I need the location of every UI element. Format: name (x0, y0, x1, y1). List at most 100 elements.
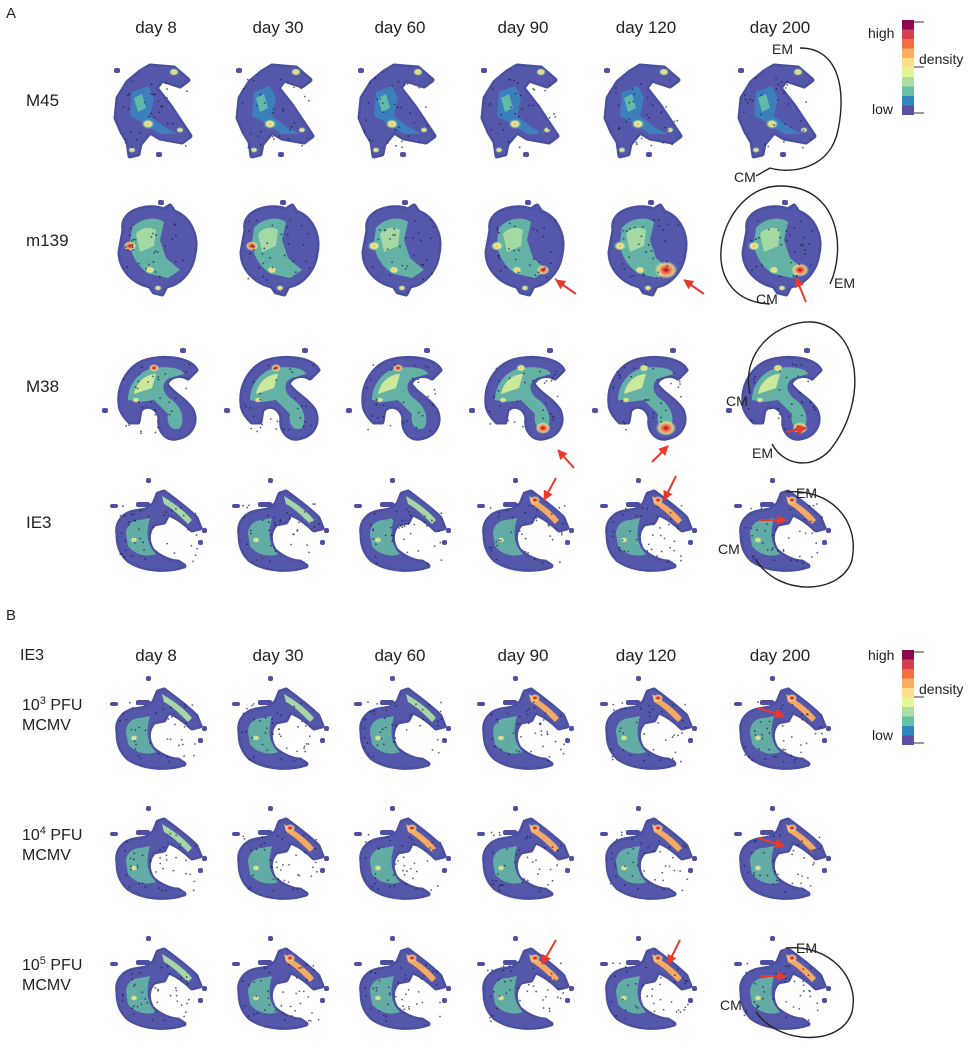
day-header: day 90 (497, 646, 548, 665)
legend-swatch (902, 688, 914, 698)
row-label-virus: MCMV (22, 977, 71, 994)
subset-bracket (747, 321, 856, 464)
legend-title-b: density (919, 681, 963, 697)
dose-exponent: 3 (40, 695, 46, 707)
density-plot (354, 676, 451, 770)
row-label: M45 (26, 91, 59, 110)
density-plot (110, 478, 207, 572)
highlight-arrow (667, 939, 681, 965)
highlight-arrow (543, 477, 557, 501)
density-plot (600, 806, 697, 900)
dose-unit: PFU (46, 957, 82, 974)
density-plot (477, 478, 574, 572)
day-header: day 30 (252, 646, 303, 665)
dose-exponent: 5 (40, 955, 46, 967)
subset-bracket (755, 947, 854, 1039)
density-plot (110, 806, 207, 900)
legend-high-label-b: high (868, 647, 894, 663)
density-plot (102, 348, 199, 441)
density-plot (232, 936, 329, 1030)
density-plot (110, 676, 207, 770)
density-plot (726, 348, 823, 441)
density-plot (235, 63, 315, 159)
legend-swatch (902, 77, 914, 87)
row-label-virus: MCMV (22, 847, 71, 864)
density-plot (354, 936, 451, 1030)
legend-swatch (902, 96, 914, 106)
legend-swatch (902, 29, 914, 39)
legend-swatch (902, 20, 914, 30)
density-plot (232, 676, 329, 770)
density-plot (592, 348, 689, 441)
density-plot (354, 478, 451, 572)
legend-swatch (902, 697, 914, 707)
panel-b-density-plots (110, 676, 831, 1030)
legend-colorbar (902, 20, 924, 115)
row-label-dose: 103 PFU (22, 695, 82, 714)
legend-swatch (902, 58, 914, 68)
day-header: day 8 (135, 646, 177, 665)
panel-b-label: B (6, 607, 16, 624)
density-plot (734, 806, 831, 900)
density-plot (477, 936, 574, 1030)
density-plot (469, 348, 566, 441)
highlight-arrow (785, 424, 807, 435)
density-plot (232, 806, 329, 900)
density-plot (480, 63, 560, 159)
legend-swatch (902, 707, 914, 717)
row-label-virus: MCMV (22, 717, 71, 734)
legend-swatch (902, 716, 914, 726)
density-plot (741, 200, 822, 297)
density-plot (110, 936, 207, 1030)
row-label: m139 (26, 231, 69, 250)
highlight-arrow (757, 707, 785, 719)
day-header: day 200 (750, 646, 811, 665)
density-plot (232, 478, 329, 572)
dose-base: 10 (22, 697, 40, 714)
legend-low-label-b: low (872, 727, 894, 743)
highlight-arrow (663, 475, 677, 501)
row-label: M38 (26, 377, 59, 396)
row-label: IE3 (26, 513, 52, 532)
panel-b-legend: high density low (868, 647, 963, 745)
legend-swatch (902, 726, 914, 736)
panel-b-day-headers: day 8 day 30 day 60 day 90 day 120 day 200 (135, 646, 810, 665)
legend-high-label: high (868, 25, 894, 41)
highlight-arrow (757, 837, 785, 849)
panel-b-corner-label: IE3 (20, 647, 44, 664)
density-plot (346, 348, 443, 441)
legend-swatch (902, 659, 914, 669)
density-plot (354, 806, 451, 900)
day-header: day 60 (374, 18, 425, 37)
density-plot (734, 478, 831, 572)
cm-label: CM (720, 997, 742, 1013)
row-label-dose: 104 PFU (22, 825, 82, 844)
em-label: EM (796, 940, 817, 956)
day-header: day 200 (750, 18, 811, 37)
cm-label: CM (734, 169, 756, 185)
em-label: EM (796, 485, 817, 501)
legend-swatch (902, 67, 914, 77)
dose-unit: PFU (46, 697, 82, 714)
highlight-arrow (651, 445, 669, 463)
panel-a-day-headers: day 8 day 30 day 60 day 90 day 120 day 200 (135, 18, 810, 37)
density-plot (357, 63, 437, 159)
subset-bracket (720, 185, 839, 305)
legend-swatch (902, 48, 914, 58)
legend-swatch (902, 39, 914, 49)
highlight-arrow (683, 279, 705, 295)
cm-label: CM (726, 393, 748, 409)
highlight-arrow (557, 449, 575, 469)
panel-a-density-plots (102, 63, 831, 572)
dose-base: 10 (22, 957, 40, 974)
day-header: day 120 (616, 18, 677, 37)
highlight-arrow (794, 277, 807, 303)
dose-unit: PFU (46, 827, 82, 844)
dose-base: 10 (22, 827, 40, 844)
day-header: day 90 (497, 18, 548, 37)
legend-swatch (902, 650, 914, 660)
legend-swatch (902, 735, 914, 745)
density-plot (603, 63, 683, 159)
